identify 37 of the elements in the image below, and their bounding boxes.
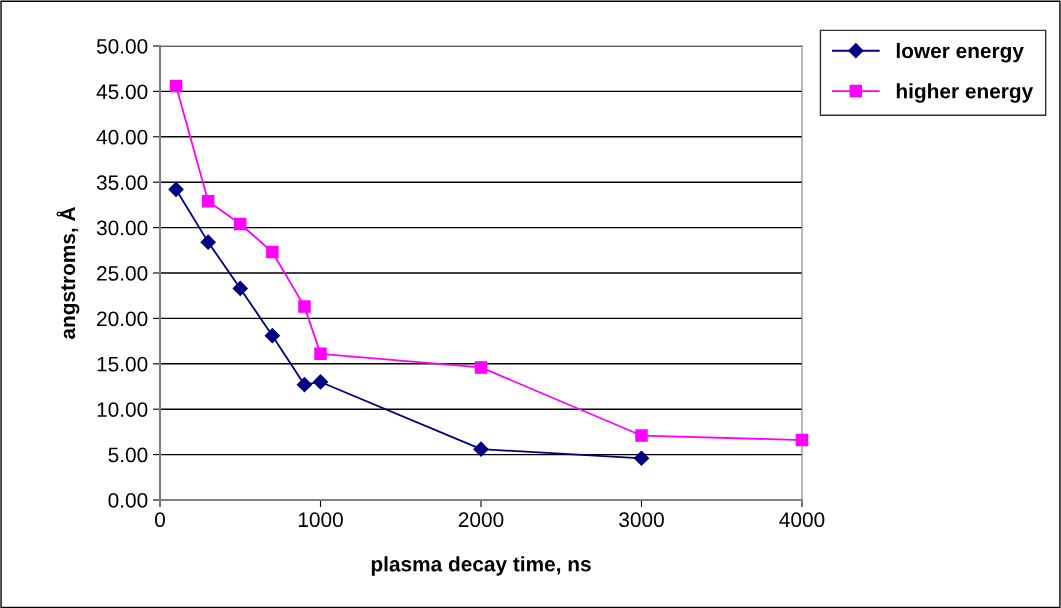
- y-tick-label: 0.00: [108, 493, 148, 508]
- x-axis-title: plasma decay time, ns: [371, 556, 591, 576]
- y-tick-label: 50.00: [96, 39, 148, 54]
- y-tick-label: 15.00: [97, 356, 148, 372]
- point: [168, 181, 184, 198]
- point: [296, 377, 313, 393]
- y-axis-title: angstroms, Å: [56, 206, 80, 339]
- point: [633, 450, 650, 466]
- legend-label: lower energy: [896, 42, 1024, 63]
- point: [232, 280, 248, 297]
- point: [298, 300, 311, 313]
- point: [635, 429, 648, 442]
- point: [266, 245, 279, 259]
- point: [474, 361, 488, 374]
- point: [312, 374, 329, 390]
- legend-label: higher energy: [896, 83, 1034, 103]
- x-tick-label: 2000: [458, 512, 504, 528]
- x-tick-label: 0: [155, 512, 165, 528]
- y-tick-label: 35.00: [96, 175, 148, 190]
- x-tick-label: 4000: [779, 512, 825, 528]
- point: [169, 79, 183, 93]
- y-tick-label: 25.00: [97, 266, 148, 281]
- y-tick-label: 20.00: [97, 311, 148, 327]
- point: [795, 433, 809, 447]
- x-tick-label: 3000: [619, 512, 664, 528]
- x-tick-label: 1000: [298, 512, 343, 528]
- point: [314, 347, 327, 361]
- y-tick-label: 10.00: [97, 402, 148, 417]
- y-tick-label: 30.00: [96, 220, 148, 236]
- y-tick-label: 45.00: [96, 84, 148, 100]
- point: [233, 217, 247, 231]
- y-tick-label: 40.00: [96, 129, 148, 145]
- point: [201, 195, 215, 208]
- point: [200, 234, 216, 250]
- y-tick-label: 5.00: [108, 447, 148, 463]
- point: [264, 328, 280, 344]
- point: [473, 441, 489, 457]
